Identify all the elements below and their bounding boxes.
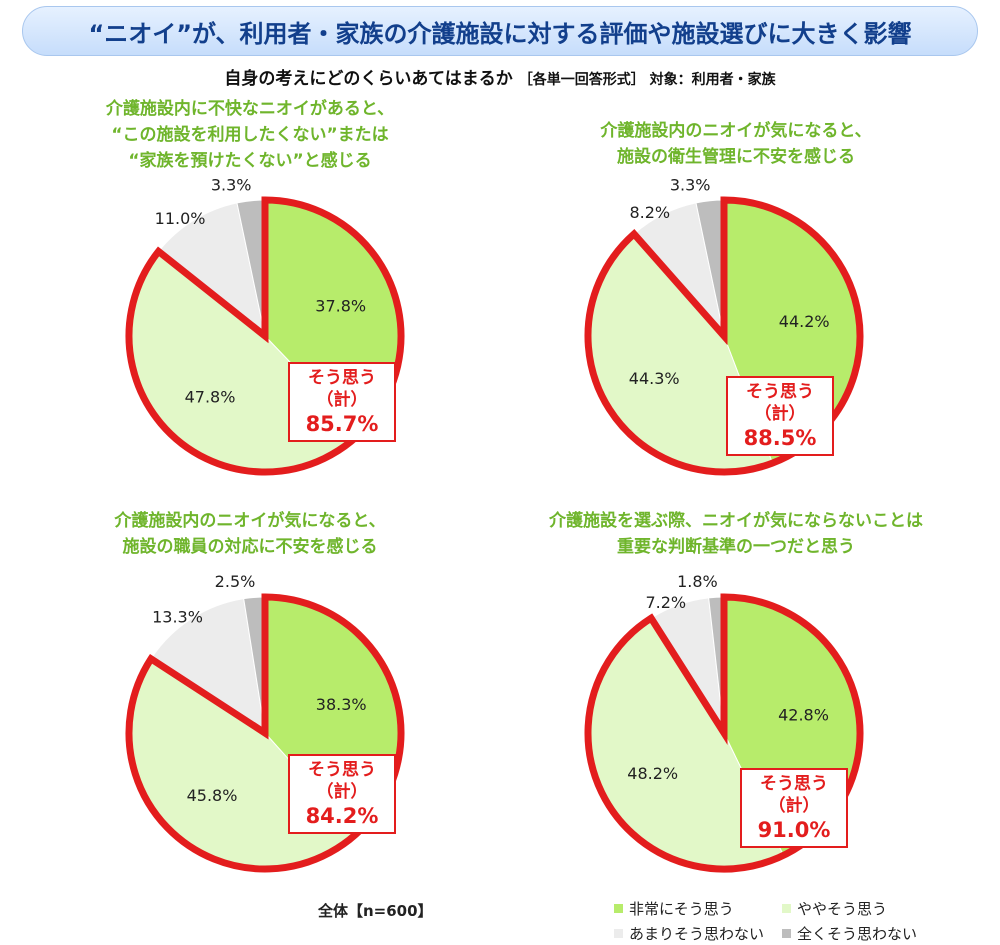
label-not-at-all: 2.5% <box>215 572 256 591</box>
combined-agree-outline <box>584 196 864 476</box>
chart-title: 介護施設内のニオイが気になると、 施設の衛生管理に不安を感じる <box>496 118 976 170</box>
legend-swatch <box>614 929 623 938</box>
chart-title: 介護施設内に不快なニオイがあると、 “この施設を利用したくない”または “家族を… <box>10 96 490 174</box>
callout-sub: （計） <box>754 404 806 424</box>
callout-value: 85.7% <box>305 412 379 436</box>
chart-title-line: 介護施設内のニオイが気になると、 <box>600 121 872 141</box>
chart-title-line: 施設の衛生管理に不安を感じる <box>617 147 855 167</box>
callout-sub: （計） <box>316 390 368 410</box>
pie-chart: 37.8% 47.8% 11.0% 3.3% <box>125 176 405 476</box>
label-not-really: 11.0% <box>155 209 206 228</box>
subtitle-main: 自身の考えにどのくらいあてはまるか <box>224 69 513 89</box>
callout-label: そう思う <box>746 382 814 402</box>
legend-item: 全くそう思わない <box>782 923 917 944</box>
combined-callout: そう思う （計） 84.2% <box>288 754 396 834</box>
callout-label: そう思う <box>308 368 376 388</box>
label-somewhat-agree: 48.2% <box>627 764 678 783</box>
chart-panel-2: 介護施設内のニオイが気になると、 施設の衛生管理に不安を感じる 44.2% 44.… <box>496 96 976 516</box>
subtitle-format: ［各単一回答形式］ 対象：利用者・家族 <box>518 72 776 88</box>
combined-agree-outline <box>125 196 405 476</box>
legend-swatch <box>782 929 791 938</box>
chart-panel-1: 介護施設内に不快なニオイがあると、 “この施設を利用したくない”または “家族を… <box>10 96 490 516</box>
sample-size: 全体【n=600】 <box>318 902 433 920</box>
combined-agree-outline <box>584 593 864 873</box>
label-not-at-all: 1.8% <box>677 572 718 591</box>
legend-item: 非常にそう思う <box>614 898 734 919</box>
callout-sub: （計） <box>316 782 368 802</box>
combined-callout: そう思う （計） 88.5% <box>726 376 834 456</box>
pie-chart: 38.3% 45.8% 13.3% 2.5% <box>125 572 405 873</box>
label-not-really: 7.2% <box>645 593 686 612</box>
chart-title: 介護施設を選ぶ際、ニオイが気にならないことは 重要な判断基準の一つだと思う <box>496 508 976 560</box>
label-not-at-all: 3.3% <box>670 176 711 195</box>
chart-panel-3: 介護施設内のニオイが気になると、 施設の職員の対応に不安を感じる 38.3% 45… <box>10 508 490 928</box>
legend-label: あまりそう思わない <box>629 925 765 943</box>
label-strong-agree: 42.8% <box>778 706 829 725</box>
callout-label: そう思う <box>760 774 828 794</box>
callout-sub: （計） <box>768 796 820 816</box>
pie-chart: 42.8% 48.2% 7.2% 1.8% <box>584 572 864 873</box>
label-somewhat-agree: 44.3% <box>629 369 680 388</box>
legend-item: ややそう思う <box>782 898 887 919</box>
combined-callout: そう思う （計） 85.7% <box>288 362 396 442</box>
legend-label: 全くそう思わない <box>797 925 918 943</box>
legend-item: あまりそう思わない <box>614 923 764 944</box>
combined-agree-outline <box>125 593 405 873</box>
chart-title-line: “この施設を利用したくない”または <box>111 125 389 145</box>
label-strong-agree: 38.3% <box>316 695 367 714</box>
legend-swatch <box>614 904 623 913</box>
label-somewhat-agree: 47.8% <box>185 387 236 406</box>
page-title: “ニオイ”が、利用者・家族の介護施設に対する評価や施設選びに大きく影響 <box>88 19 912 48</box>
header-banner: “ニオイ”が、利用者・家族の介護施設に対する評価や施設選びに大きく影響 <box>22 6 978 56</box>
callout-label: そう思う <box>308 760 376 780</box>
chart-title-line: 介護施設内のニオイが気になると、 <box>114 511 386 531</box>
chart-panel-4: 介護施設を選ぶ際、ニオイが気にならないことは 重要な判断基準の一つだと思う 42… <box>496 508 976 928</box>
subtitle: 自身の考えにどのくらいあてはまるか ［各単一回答形式］ 対象：利用者・家族 <box>0 64 1000 89</box>
chart-title-line: “家族を預けたくない”と感じる <box>128 151 372 171</box>
combined-callout: そう思う （計） 91.0% <box>740 768 848 848</box>
chart-title-line: 介護施設を選ぶ際、ニオイが気にならないことは <box>549 511 923 531</box>
slice-not-really <box>150 598 266 735</box>
callout-value: 84.2% <box>305 804 379 828</box>
callout-value: 88.5% <box>743 426 817 450</box>
label-not-at-all: 3.3% <box>211 176 252 195</box>
legend-label: ややそう思う <box>797 900 888 918</box>
legend-label: 非常にそう思う <box>629 900 734 918</box>
chart-title: 介護施設内のニオイが気になると、 施設の職員の対応に不安を感じる <box>10 508 490 560</box>
label-somewhat-agree: 45.8% <box>187 786 238 805</box>
chart-title-line: 施設の職員の対応に不安を感じる <box>122 537 378 557</box>
chart-title-line: 介護施設内に不快なニオイがあると、 <box>105 99 395 119</box>
legend: 非常にそう思う ややそう思う あまりそう思わない 全くそう思わない <box>614 894 994 944</box>
label-strong-agree: 37.8% <box>315 297 366 316</box>
label-not-really: 13.3% <box>152 608 203 627</box>
callout-value: 91.0% <box>757 818 831 842</box>
chart-title-line: 重要な判断基準の一つだと思う <box>617 537 855 557</box>
label-strong-agree: 44.2% <box>779 312 830 331</box>
label-not-really: 8.2% <box>629 203 670 222</box>
legend-swatch <box>782 904 791 913</box>
